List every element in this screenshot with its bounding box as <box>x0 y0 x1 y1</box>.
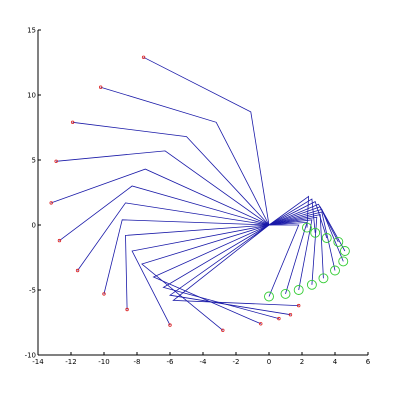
upper-arm-line <box>59 185 270 241</box>
upper-arm-line <box>131 224 270 326</box>
lower-arm-line <box>268 206 346 252</box>
tip-marker <box>259 322 263 326</box>
upper-arm-line <box>103 219 270 294</box>
joint-marker <box>293 285 304 295</box>
lower-arm-line <box>268 221 308 295</box>
tip-marker <box>168 323 172 327</box>
joint-marker <box>333 236 344 247</box>
x-tick-label: 0 <box>267 358 271 366</box>
joint-marker <box>321 233 332 243</box>
joint-marker <box>280 288 291 299</box>
joint-marker <box>338 256 349 267</box>
joint-marker <box>318 273 329 284</box>
upper-arm-line <box>125 224 270 310</box>
lower-arm-line <box>268 219 313 291</box>
lower-arm-line <box>268 201 328 239</box>
y-tick-label: 5 <box>32 157 36 165</box>
lower-arm-line <box>268 214 324 279</box>
tip-marker <box>57 238 62 243</box>
x-tick-label: -8 <box>134 358 141 366</box>
y-tick-label: -10 <box>25 352 36 360</box>
upper-arm-line <box>100 86 270 226</box>
x-tick-label: 6 <box>366 358 371 366</box>
tip-marker <box>297 303 301 308</box>
lower-arm-line <box>268 203 339 243</box>
tick-labels-layer: -14 -12 -10 -8 -6 -4 -2 0 2 4 6 15 10 5 0 -5 -10 <box>25 27 371 367</box>
y-tick-label: 10 <box>27 92 36 100</box>
joint-marker <box>306 279 317 290</box>
y-tick-label: -5 <box>29 287 36 295</box>
x-tick-label: 4 <box>333 358 338 366</box>
joint-marker <box>310 227 321 238</box>
upper-arm-line <box>143 56 270 226</box>
upper-arm-line <box>56 150 270 226</box>
tip-marker <box>75 268 80 273</box>
upper-arm-line <box>72 121 270 226</box>
upper-arm-line <box>168 224 291 316</box>
arms-layer <box>51 56 346 331</box>
tip-marker <box>70 120 75 124</box>
upper-arm-line <box>172 224 299 306</box>
tip-marker <box>102 292 106 296</box>
x-tick-label: -4 <box>200 358 208 366</box>
x-tick-label: -6 <box>167 358 175 366</box>
tip-marker <box>49 201 53 205</box>
tip-marker <box>54 159 58 163</box>
x-tick-label: -12 <box>65 358 76 366</box>
lower-arm-line <box>268 211 336 271</box>
tip-marker <box>288 313 293 317</box>
joint-marker <box>330 265 340 276</box>
tip-marker <box>221 328 225 332</box>
upper-arm-line <box>141 224 270 331</box>
joint-marker <box>264 291 274 302</box>
tip-marker <box>141 55 146 59</box>
y-tick-label: 0 <box>32 222 36 230</box>
x-tick-label: -2 <box>233 358 240 366</box>
tip-marker <box>98 85 103 89</box>
axes-layer <box>37 29 369 356</box>
lower-arm-line <box>268 216 318 285</box>
upper-arm-line <box>77 202 270 271</box>
x-tick-label: 2 <box>300 358 304 366</box>
joint-marker <box>339 246 350 256</box>
markers-layer <box>49 55 350 332</box>
lower-arm-line <box>268 198 316 233</box>
x-tick-label: -14 <box>32 358 44 366</box>
lower-arm-line <box>268 224 300 297</box>
lower-arm-line <box>268 208 344 262</box>
upper-arm-line <box>51 168 270 226</box>
upper-arm-line <box>152 224 270 325</box>
x-tick-label: -10 <box>98 358 109 366</box>
tip-marker <box>277 316 281 321</box>
y-tick-label: 15 <box>27 27 36 35</box>
joint-marker <box>302 222 312 233</box>
tip-marker <box>125 307 129 312</box>
upper-arm-line <box>162 224 280 319</box>
